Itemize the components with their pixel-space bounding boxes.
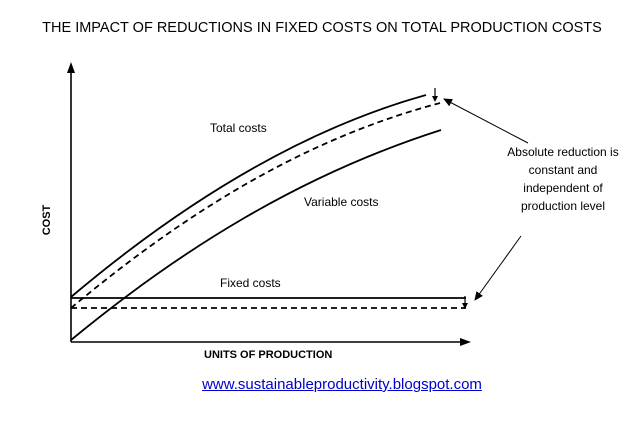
source-url-link[interactable]: www.sustainableproductivity.blogspot.com [202,376,482,393]
total-reduction-arrowhead [432,96,438,102]
y-axis-label: COST [41,204,53,236]
x-axis-label: UNITS OF PRODUCTION [204,349,333,361]
x-axis-arrowhead [460,338,471,346]
fixed-reduction-arrowhead [462,303,468,309]
annotation-line: Absolute reduction is [507,145,619,159]
variable-costs-curve [70,129,442,341]
annotation-line: production level [520,199,606,213]
reduced-total-costs-curve [70,102,441,309]
annotation-line: constant and [528,163,598,177]
diagram-title: THE IMPACT OF REDUCTIONS IN FIXED COSTS … [42,20,602,36]
total-costs-label: Total costs [210,121,267,135]
annotation-text: Absolute reduction is constant and indep… [488,143,638,215]
variable-costs-label: Variable costs [304,195,379,209]
y-axis-arrowhead [67,62,75,73]
annotation-pointer-top [443,98,529,144]
total-costs-curve [70,94,427,298]
annotation-pointer-bottom [474,235,522,301]
annotation-line: independent of [523,181,603,195]
fixed-costs-label: Fixed costs [220,276,281,290]
